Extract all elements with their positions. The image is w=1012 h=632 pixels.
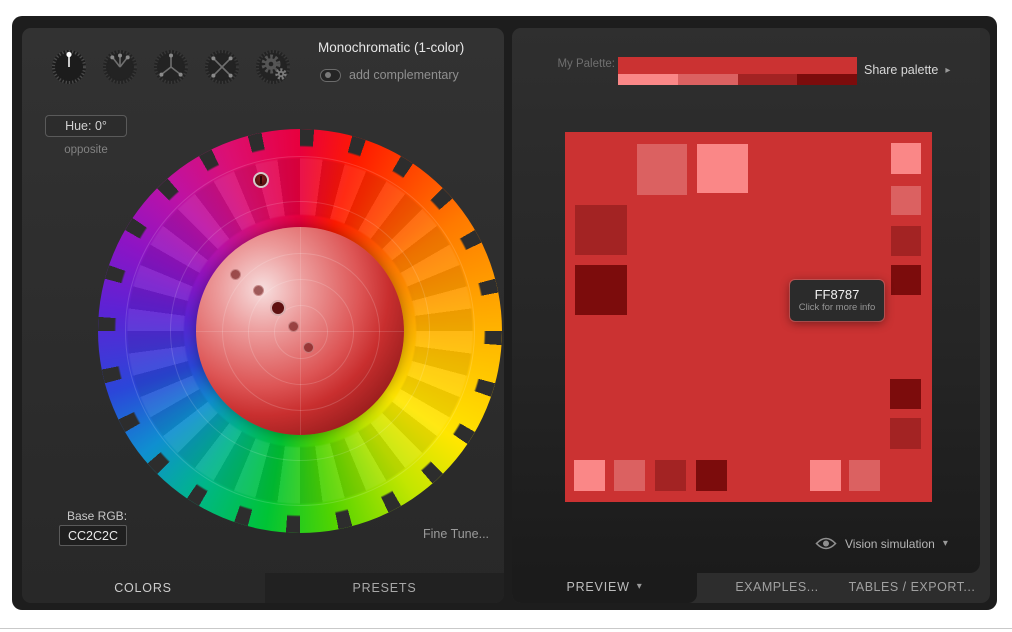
preview-swatch-darkest[interactable] bbox=[890, 379, 921, 409]
arrow-right-icon: ▸ bbox=[945, 64, 951, 76]
vision-simulation-control[interactable]: Vision simulation ▾ bbox=[815, 536, 948, 551]
my-palette-label: My Palette: bbox=[557, 58, 615, 70]
preview-swatch-light[interactable] bbox=[891, 143, 921, 174]
preview-swatch-dark[interactable] bbox=[890, 418, 921, 449]
preview-swatch-darkest[interactable] bbox=[575, 265, 627, 315]
preview-swatch-dark[interactable] bbox=[891, 226, 921, 256]
tab-examples[interactable]: EXAMPLES... bbox=[735, 579, 819, 594]
palette-point-marker[interactable] bbox=[229, 268, 241, 280]
palette-swatch-dark[interactable] bbox=[737, 74, 798, 85]
palette-point-marker[interactable] bbox=[302, 341, 314, 353]
scheme-title: Monochromatic (1-color) bbox=[318, 40, 465, 55]
example-preview-canvas[interactable]: FF8787 Click for more info bbox=[565, 132, 932, 502]
base-rgb-label: Base RGB: bbox=[67, 509, 128, 523]
tab-tables-export[interactable]: TABLES / EXPORT... bbox=[848, 579, 976, 594]
add-complementary-label: add complementary bbox=[349, 68, 459, 82]
app-window: Monochromatic (1-color) add complementar… bbox=[12, 16, 997, 610]
palette-point-marker-main[interactable] bbox=[270, 300, 286, 316]
field-gridline bbox=[222, 253, 380, 411]
share-palette-button[interactable]: Share palette ▸ bbox=[864, 63, 950, 77]
triad-scheme-icon[interactable] bbox=[152, 48, 190, 86]
palette-swatch-medium[interactable] bbox=[677, 74, 738, 85]
preview-swatch-medium[interactable] bbox=[614, 460, 645, 491]
field-gridline bbox=[196, 331, 404, 332]
share-palette-label: Share palette bbox=[864, 63, 939, 77]
color-tooltip[interactable]: FF8787 Click for more info bbox=[790, 280, 884, 321]
page-bottom-divider bbox=[0, 628, 1012, 629]
add-complementary-row: add complementary bbox=[320, 68, 459, 82]
freestyle-gears-icon[interactable] bbox=[254, 48, 292, 86]
vision-simulation-label: Vision simulation bbox=[845, 536, 935, 551]
saturation-brightness-field[interactable] bbox=[196, 227, 404, 435]
tab-colors[interactable]: COLORS bbox=[114, 581, 172, 595]
tab-preview-label: PREVIEW bbox=[566, 579, 630, 594]
field-gridline bbox=[300, 227, 301, 435]
preview-swatch-light[interactable] bbox=[810, 460, 841, 491]
preview-swatch-darkest[interactable] bbox=[696, 460, 727, 491]
hue-value-box[interactable]: Hue: 0° bbox=[45, 115, 127, 137]
palette-swatch-darkest[interactable] bbox=[797, 74, 857, 85]
tetrad-scheme-icon[interactable] bbox=[203, 48, 241, 86]
adjacent-scheme-icon[interactable] bbox=[101, 48, 139, 86]
base-rgb-input[interactable] bbox=[59, 525, 127, 546]
left-tab-bar: COLORS PRESETS bbox=[22, 573, 504, 603]
wheel-panel: Monochromatic (1-color) add complementar… bbox=[22, 28, 504, 603]
color-wheel[interactable] bbox=[98, 129, 502, 533]
preview-panel: My Palette: Share palette ▸ FF8787 Click… bbox=[512, 28, 990, 603]
scheme-type-buttons bbox=[50, 48, 292, 86]
tooltip-subtitle: Click for more info bbox=[798, 302, 876, 313]
preview-swatch-medium[interactable] bbox=[637, 144, 687, 195]
tab-presets[interactable]: PRESETS bbox=[265, 573, 504, 603]
tooltip-hex-value: FF8787 bbox=[814, 287, 860, 302]
opposite-link[interactable]: opposite bbox=[64, 144, 108, 156]
preview-swatch-medium[interactable] bbox=[891, 186, 921, 215]
palette-strip[interactable] bbox=[618, 57, 857, 85]
palette-point-marker[interactable] bbox=[252, 284, 264, 296]
tab-preview[interactable]: PREVIEW ▾ bbox=[512, 570, 697, 603]
palette-point-marker[interactable] bbox=[287, 320, 299, 332]
chevron-down-icon: ▾ bbox=[636, 581, 643, 592]
preview-swatch-darkest[interactable] bbox=[891, 265, 921, 295]
preview-swatch-light[interactable] bbox=[697, 144, 748, 193]
add-complementary-toggle[interactable] bbox=[320, 68, 341, 82]
preview-content: My Palette: Share palette ▸ FF8787 Click… bbox=[512, 28, 980, 573]
preview-swatch-dark[interactable] bbox=[575, 205, 627, 255]
preview-swatch-light[interactable] bbox=[574, 460, 605, 491]
palette-swatch-light[interactable] bbox=[618, 74, 678, 85]
preview-swatch-dark[interactable] bbox=[655, 460, 686, 491]
preview-swatch-medium[interactable] bbox=[849, 460, 880, 491]
palette-base-swatch[interactable] bbox=[618, 57, 857, 74]
chevron-down-icon: ▾ bbox=[942, 538, 948, 549]
monochromatic-scheme-icon[interactable] bbox=[50, 48, 88, 86]
ring-gridline bbox=[125, 156, 475, 506]
eye-icon bbox=[815, 537, 837, 550]
fine-tune-link[interactable]: Fine Tune... bbox=[423, 527, 490, 541]
hue-marker[interactable] bbox=[253, 172, 269, 188]
